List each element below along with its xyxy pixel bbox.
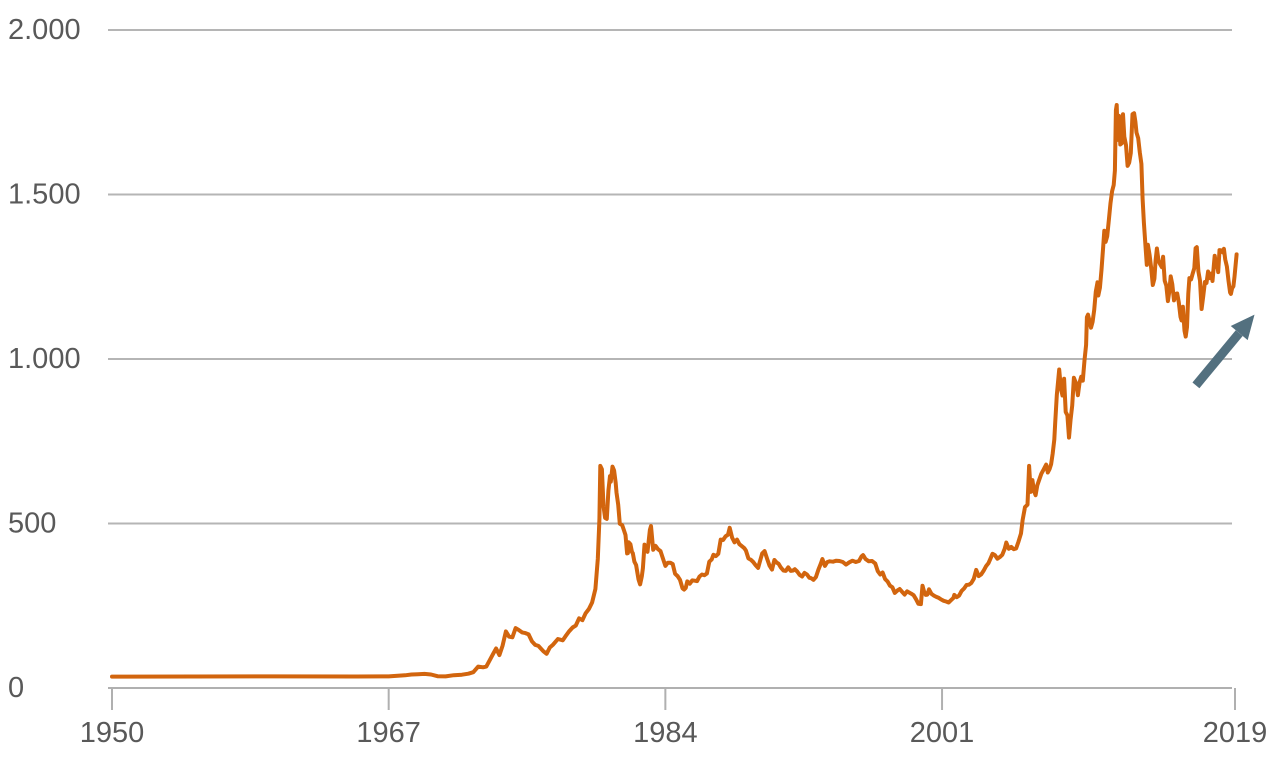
y-axis-tick-label: 1.500 (8, 179, 81, 211)
y-axis-tick-label: 2.000 (8, 14, 81, 46)
x-axis-tick-label: 2019 (1203, 717, 1268, 749)
y-axis-tick-label: 500 (8, 508, 56, 540)
x-axis-tick-label: 1984 (633, 717, 698, 749)
upward-trend-arrow-head (1230, 314, 1255, 341)
x-axis-tick-label: 1967 (356, 717, 421, 749)
x-axis-tick-label: 2001 (910, 717, 975, 749)
y-axis-tick-label: 1.000 (8, 343, 81, 375)
price-series-line (110, 103, 1239, 679)
x-axis-tick-label: 1950 (80, 717, 145, 749)
y-axis-tick-label: 0 (8, 672, 24, 704)
upward-trend-arrow (1192, 330, 1243, 389)
